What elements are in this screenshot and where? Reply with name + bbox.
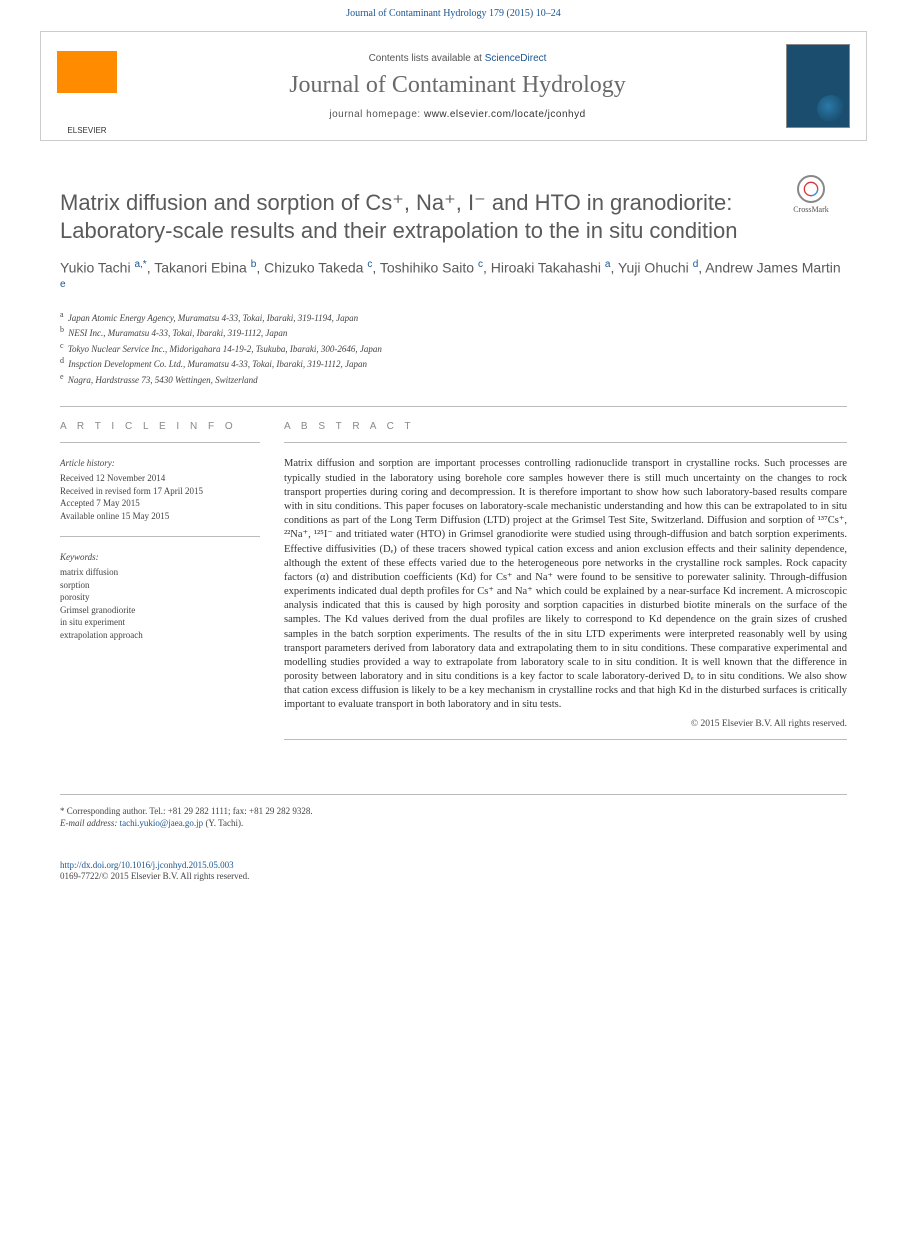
contents-available-line: Contents lists available at ScienceDirec… <box>129 53 786 64</box>
info-divider-mid <box>60 536 260 537</box>
corresponding-author-line: * Corresponding author. Tel.: +81 29 282… <box>60 805 847 818</box>
journal-banner: Contents lists available at ScienceDirec… <box>40 31 867 141</box>
doi-link[interactable]: http://dx.doi.org/10.1016/j.jconhyd.2015… <box>60 860 847 872</box>
article-info-heading: A R T I C L E I N F O <box>60 421 260 432</box>
copyright-line: © 2015 Elsevier B.V. All rights reserved… <box>284 719 847 729</box>
author-5-aff: d <box>693 259 699 270</box>
article-info-column: A R T I C L E I N F O Article history: R… <box>60 421 260 753</box>
email-address[interactable]: tachi.yukio@jaea.go.jp <box>120 818 204 828</box>
author-4: Hiroaki Takahashi <box>491 260 601 276</box>
history-3: Available online 15 May 2015 <box>60 510 260 523</box>
sciencedirect-link[interactable]: ScienceDirect <box>485 53 547 64</box>
history-label: Article history: <box>60 457 260 470</box>
affiliations-block: a Japan Atomic Energy Agency, Muramatsu … <box>60 309 847 387</box>
keyword-5: extrapolation approach <box>60 629 260 642</box>
abstract-column: A B S T R A C T Matrix diffusion and sor… <box>284 421 847 753</box>
keyword-1: sorption <box>60 579 260 592</box>
history-0: Received 12 November 2014 <box>60 472 260 485</box>
author-3-aff: c <box>478 259 483 270</box>
abstract-divider-bottom <box>284 739 847 740</box>
affiliation-e: e Nagra, Hardstrasse 73, 5430 Wettingen,… <box>60 371 847 387</box>
author-6-aff: e <box>60 279 66 290</box>
article-container: CrossMark Matrix diffusion and sorption … <box>0 161 907 913</box>
crossmark-icon <box>797 175 825 203</box>
doi-block: http://dx.doi.org/10.1016/j.jconhyd.2015… <box>60 860 847 883</box>
author-6: Andrew James Martin <box>705 260 840 276</box>
history-1: Received in revised form 17 April 2015 <box>60 485 260 498</box>
authors-line: Yukio Tachi a,*, Takanori Ebina b, Chizu… <box>60 258 847 299</box>
keywords-label: Keywords: <box>60 551 260 564</box>
journal-homepage-line: journal homepage: www.elsevier.com/locat… <box>129 109 786 120</box>
keywords-block: Keywords: matrix diffusion sorption poro… <box>60 551 260 641</box>
author-1-aff: b <box>251 259 257 270</box>
author-4-aff: a <box>605 259 611 270</box>
journal-name: Journal of Contaminant Hydrology <box>129 72 786 99</box>
keyword-3: Grimsel granodiorite <box>60 604 260 617</box>
affiliation-b: b NESI Inc., Muramatsu 4-33, Tokai, Ibar… <box>60 324 847 340</box>
homepage-url[interactable]: www.elsevier.com/locate/jconhyd <box>424 109 586 120</box>
email-label: E-mail address: <box>60 818 120 828</box>
article-title: Matrix diffusion and sorption of Cs⁺, Na… <box>60 189 847 244</box>
keyword-2: porosity <box>60 591 260 604</box>
abstract-text: Matrix diffusion and sorption are import… <box>284 457 847 712</box>
info-abstract-row: A R T I C L E I N F O Article history: R… <box>60 421 847 753</box>
email-line: E-mail address: tachi.yukio@jaea.go.jp (… <box>60 817 847 830</box>
page-footer: * Corresponding author. Tel.: +81 29 282… <box>60 794 847 884</box>
abstract-heading: A B S T R A C T <box>284 421 847 432</box>
author-0-aff: a,* <box>134 259 146 270</box>
elsevier-logo <box>57 51 117 121</box>
affiliation-a: a Japan Atomic Energy Agency, Muramatsu … <box>60 309 847 325</box>
author-5: Yuji Ohuchi <box>618 260 689 276</box>
keyword-4: in situ experiment <box>60 616 260 629</box>
history-2: Accepted 7 May 2015 <box>60 497 260 510</box>
affiliation-c: c Tokyo Nuclear Service Inc., Midorigaha… <box>60 340 847 356</box>
info-divider-top <box>60 442 260 443</box>
section-divider <box>60 406 847 407</box>
email-paren: (Y. Tachi). <box>203 818 243 828</box>
journal-cover-thumbnail <box>786 44 850 128</box>
crossmark-label: CrossMark <box>793 205 829 214</box>
contents-prefix: Contents lists available at <box>369 53 485 64</box>
author-1: Takanori Ebina <box>154 260 247 276</box>
author-0: Yukio Tachi <box>60 260 131 276</box>
author-2-aff: c <box>367 259 372 270</box>
article-history-block: Article history: Received 12 November 20… <box>60 457 260 522</box>
running-head: Journal of Contaminant Hydrology 179 (20… <box>0 0 907 23</box>
crossmark-badge[interactable]: CrossMark <box>775 175 847 214</box>
banner-center: Contents lists available at ScienceDirec… <box>129 53 786 120</box>
abstract-divider-top <box>284 442 847 443</box>
keyword-0: matrix diffusion <box>60 566 260 579</box>
homepage-prefix: journal homepage: <box>329 109 424 120</box>
author-3: Toshihiko Saito <box>380 260 474 276</box>
affiliation-d: d Inspction Development Co. Ltd., Murama… <box>60 355 847 371</box>
issn-copyright-line: 0169-7722/© 2015 Elsevier B.V. All right… <box>60 871 847 883</box>
author-2: Chizuko Takeda <box>264 260 363 276</box>
